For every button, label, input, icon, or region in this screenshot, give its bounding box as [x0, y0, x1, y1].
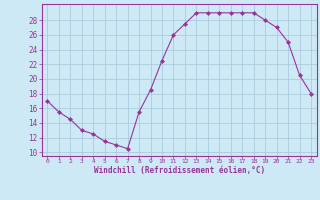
X-axis label: Windchill (Refroidissement éolien,°C): Windchill (Refroidissement éolien,°C) — [94, 166, 265, 175]
